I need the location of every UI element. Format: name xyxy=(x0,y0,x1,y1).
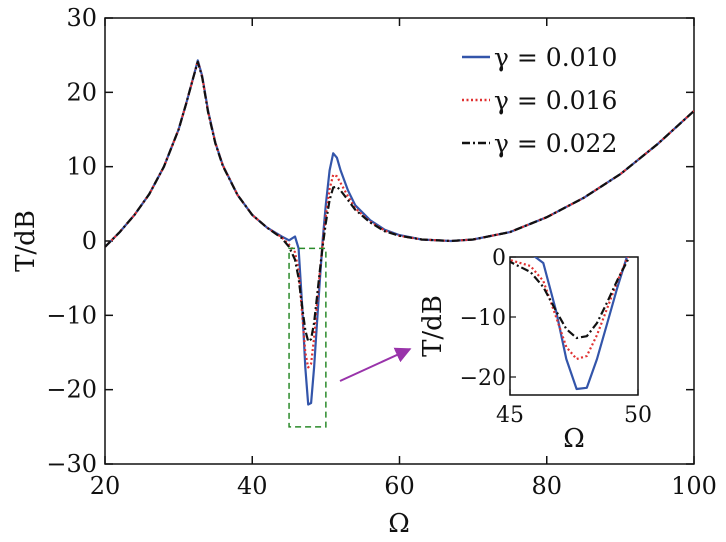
plot-frame xyxy=(104,17,695,465)
legend-label-2: γ = 0.022 xyxy=(494,129,617,158)
y-tick-label: −10 xyxy=(46,301,97,329)
legend-label-0: γ = 0.010 xyxy=(494,43,617,72)
y-tick-label: 10 xyxy=(66,153,97,181)
y-tick-label: 0 xyxy=(82,227,97,255)
x-tick-label: 40 xyxy=(237,472,268,500)
x-tick-label: 80 xyxy=(531,472,562,500)
x-tick-label: 20 xyxy=(90,472,121,500)
y-tick-label: 30 xyxy=(66,4,97,32)
series-line-2 xyxy=(105,60,694,343)
y-tick-label: −20 xyxy=(46,376,97,404)
inset-series xyxy=(510,257,631,391)
main-axes xyxy=(104,17,695,465)
inset-y-tick-label: 0 xyxy=(492,246,506,271)
legend: γ = 0.010 γ = 0.016 γ = 0.022 xyxy=(462,43,617,158)
inset-y-tick-label: −20 xyxy=(460,366,506,391)
inset-y-axis-title: T/dB xyxy=(418,295,448,357)
y-tick-label: 20 xyxy=(66,78,97,106)
x-tick-label: 60 xyxy=(384,472,415,500)
inset-y-tick-label: −10 xyxy=(460,306,506,331)
inset-x-tick-label: 50 xyxy=(624,403,652,428)
inset-x-axis-title: Ω xyxy=(563,424,585,454)
inset-series-line-1 xyxy=(510,257,630,361)
y-tick-label: −30 xyxy=(46,450,97,478)
legend-label-1: γ = 0.016 xyxy=(494,86,617,115)
zoom-arrow xyxy=(339,347,412,382)
main-ticks: 20 40 60 80 100 −30 −20 −10 0 10 20 30 xyxy=(46,4,717,500)
zoom-region-box xyxy=(288,247,327,428)
inset-series-line-2 xyxy=(510,257,631,340)
inset-series-line-0 xyxy=(510,257,629,391)
inset-ticks: −20 −10 0 45 50 xyxy=(460,246,652,428)
inset-chart: −20 −10 0 45 50 Ω T/dB xyxy=(418,246,652,454)
inset-x-tick-label: 45 xyxy=(496,403,524,428)
x-tick-label: 100 xyxy=(671,472,717,500)
series-line-1 xyxy=(105,59,694,369)
y-axis-title: T/dB xyxy=(11,210,41,272)
main-series xyxy=(105,59,694,406)
x-axis-title: Ω xyxy=(388,509,410,539)
